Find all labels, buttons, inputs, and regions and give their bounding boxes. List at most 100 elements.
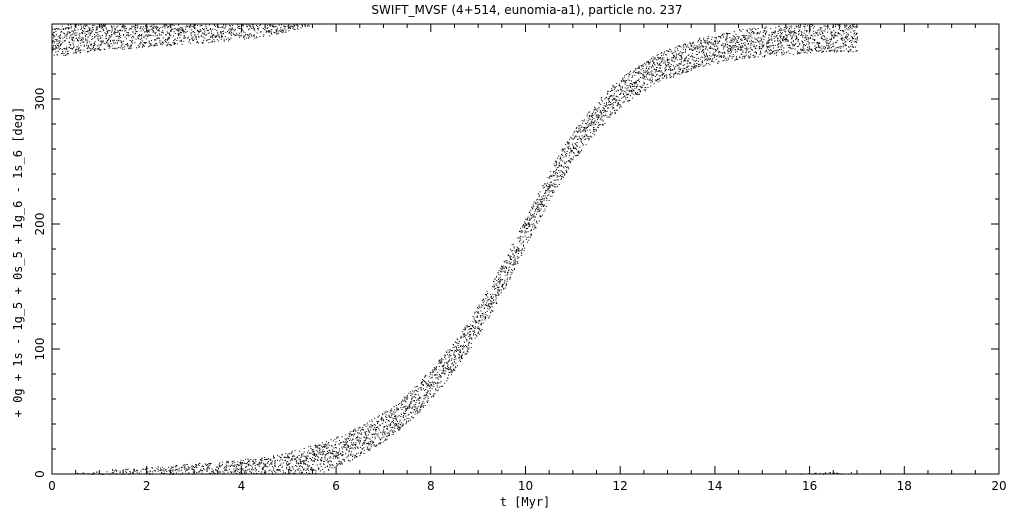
data-point xyxy=(166,45,168,47)
data-point xyxy=(55,47,57,49)
data-point xyxy=(153,45,155,47)
data-point xyxy=(694,63,696,65)
data-point xyxy=(223,38,225,40)
data-point xyxy=(394,409,396,411)
data-point xyxy=(424,405,426,406)
data-point xyxy=(369,426,371,428)
data-point xyxy=(736,36,738,38)
data-point xyxy=(711,38,713,40)
data-point xyxy=(568,145,570,147)
data-point xyxy=(121,44,123,46)
data-point xyxy=(683,46,685,48)
data-point xyxy=(303,469,305,471)
data-point xyxy=(165,469,167,471)
data-point xyxy=(163,24,165,26)
data-point xyxy=(154,39,156,41)
data-point xyxy=(308,25,310,27)
data-point xyxy=(271,460,273,462)
data-point xyxy=(657,58,659,60)
data-point xyxy=(96,27,98,29)
data-point xyxy=(712,54,714,56)
data-point xyxy=(150,43,152,45)
data-point xyxy=(83,25,85,27)
data-point xyxy=(107,44,109,46)
data-point xyxy=(448,371,450,373)
data-point xyxy=(479,330,481,332)
data-point xyxy=(374,423,376,425)
data-point xyxy=(349,438,351,440)
data-point xyxy=(737,58,739,60)
data-point xyxy=(471,337,473,339)
data-point xyxy=(494,288,496,290)
data-point xyxy=(696,48,698,50)
data-point xyxy=(421,402,423,404)
data-point xyxy=(53,35,55,37)
data-point xyxy=(132,35,134,37)
data-point xyxy=(399,419,401,421)
data-point xyxy=(446,354,448,356)
data-point xyxy=(480,310,482,312)
data-point xyxy=(232,465,234,467)
data-point xyxy=(716,45,718,47)
data-point xyxy=(390,429,392,431)
data-point xyxy=(570,157,572,159)
data-point xyxy=(337,463,339,465)
data-point xyxy=(198,32,200,33)
data-point xyxy=(201,41,203,43)
data-point xyxy=(577,152,579,154)
data-point xyxy=(561,149,563,151)
data-point xyxy=(261,471,263,473)
data-point xyxy=(410,393,412,395)
data-point xyxy=(253,462,255,464)
data-point xyxy=(482,316,484,318)
data-point xyxy=(86,42,88,44)
data-point xyxy=(533,224,535,226)
data-point xyxy=(697,46,699,48)
data-point xyxy=(81,39,82,41)
data-point xyxy=(448,374,449,376)
data-point xyxy=(165,34,167,36)
data-point xyxy=(729,33,731,34)
data-point xyxy=(74,32,76,34)
data-point xyxy=(734,46,736,48)
data-point xyxy=(639,93,640,95)
data-point xyxy=(97,35,99,37)
data-point xyxy=(727,50,729,52)
data-point xyxy=(486,311,488,312)
data-point xyxy=(420,406,422,408)
data-point xyxy=(115,32,117,33)
data-point xyxy=(441,358,443,360)
data-point xyxy=(265,27,267,29)
data-point xyxy=(203,28,205,30)
data-point xyxy=(600,97,602,98)
data-point xyxy=(269,25,271,27)
data-point xyxy=(289,468,291,470)
data-point xyxy=(366,448,368,450)
data-point xyxy=(475,320,477,322)
data-point xyxy=(708,40,710,42)
data-point xyxy=(259,35,261,37)
data-point xyxy=(716,48,718,50)
data-point xyxy=(271,472,273,474)
data-point xyxy=(278,24,280,26)
data-point xyxy=(253,28,255,30)
data-point xyxy=(103,25,105,27)
data-point xyxy=(358,443,360,445)
data-point xyxy=(212,473,214,475)
data-point xyxy=(641,86,643,88)
data-point xyxy=(308,472,310,474)
data-point xyxy=(705,46,707,48)
data-point xyxy=(661,70,663,72)
data-point xyxy=(588,123,590,125)
data-point xyxy=(437,378,439,380)
data-point xyxy=(598,102,600,103)
data-point xyxy=(344,446,346,448)
data-point xyxy=(179,37,181,39)
data-point xyxy=(194,473,196,475)
data-point xyxy=(440,386,442,388)
data-point xyxy=(419,410,421,412)
data-point xyxy=(481,324,482,326)
data-point xyxy=(191,38,193,40)
data-point xyxy=(690,56,692,57)
data-point xyxy=(508,263,510,265)
